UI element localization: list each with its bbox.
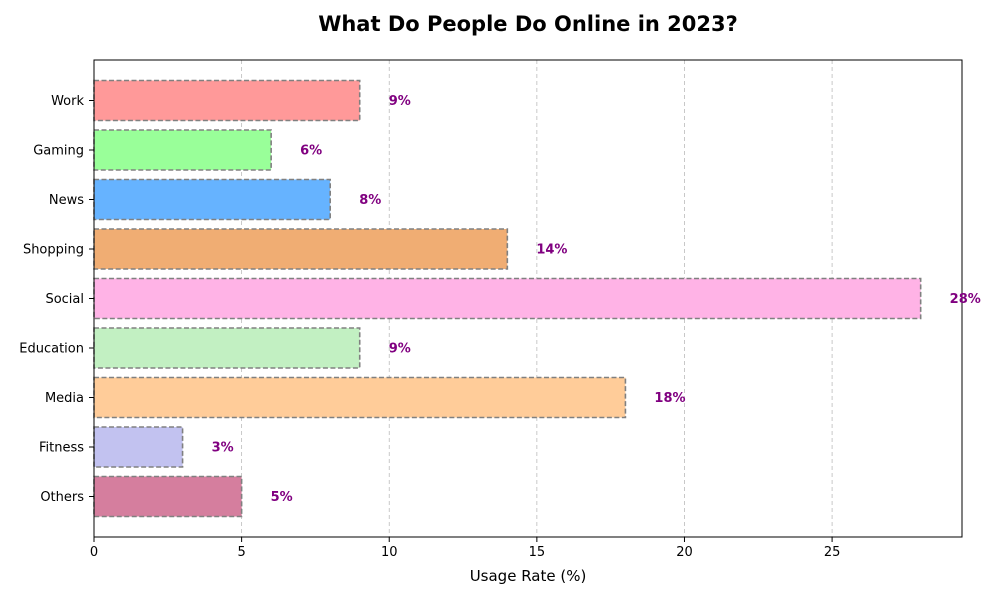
bar-shopping <box>93 228 509 270</box>
data-labels: 9% 6% 8% 14% 28% 9% 18% 3% 5% <box>212 94 981 505</box>
bar-gaming <box>93 129 272 171</box>
bar-news <box>93 178 331 221</box>
x-tick-label: 10 <box>381 545 398 560</box>
y-tick-label-education: Education <box>19 342 84 357</box>
x-tick-label: 25 <box>824 545 841 560</box>
bar-social <box>93 277 922 320</box>
y-tick-label-media: Media <box>45 391 84 406</box>
bar-others <box>93 475 243 518</box>
bar-fitness <box>93 426 184 468</box>
bar-media <box>93 376 627 419</box>
x-tick-label: 20 <box>676 545 693 560</box>
data-label-media: 18% <box>654 391 685 406</box>
data-label-news: 8% <box>359 193 381 208</box>
y-tick-label-shopping: Shopping <box>23 243 84 258</box>
x-axis-label: Usage Rate (%) <box>470 567 587 585</box>
y-tick-label-gaming: Gaming <box>33 144 84 159</box>
y-tick-label-news: News <box>49 193 84 208</box>
y-axis-ticks: Work Gaming News Shopping Social Education Med… <box>19 94 94 505</box>
y-tick-label-fitness: Fitness <box>39 441 84 456</box>
data-label-work: 9% <box>389 94 411 109</box>
x-tick-label: 5 <box>237 545 245 560</box>
data-label-social: 28% <box>950 292 981 307</box>
y-tick-label-social: Social <box>45 292 84 307</box>
x-tick-label: 15 <box>529 545 546 560</box>
bar-education <box>93 327 361 369</box>
bars <box>93 79 922 518</box>
data-label-education: 9% <box>389 342 411 357</box>
bar-work <box>93 79 361 122</box>
x-axis-ticks: 0 5 10 15 20 25 <box>90 537 841 560</box>
y-tick-label-others: Others <box>40 490 84 505</box>
data-label-others: 5% <box>271 490 293 505</box>
chart-title: What Do People Do Online in 2023? <box>318 12 738 36</box>
data-label-gaming: 6% <box>300 144 322 159</box>
x-tick-label: 0 <box>90 545 98 560</box>
data-label-fitness: 3% <box>212 441 234 456</box>
y-tick-label-work: Work <box>51 94 84 109</box>
data-label-shopping: 14% <box>536 243 567 258</box>
